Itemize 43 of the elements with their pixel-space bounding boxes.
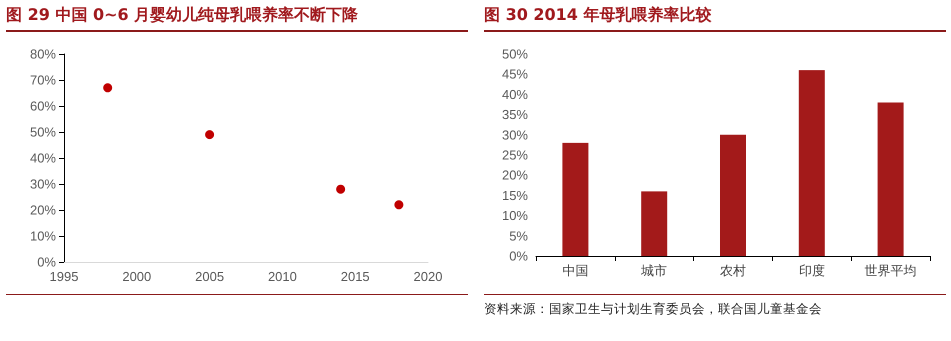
chart-title: 图 29 中国 0~6 月婴幼儿纯母乳喂养率不断下降 (6, 0, 468, 32)
y-tick-label: 25% (502, 148, 528, 162)
x-tick-label: 2010 (268, 269, 297, 284)
y-tick-label: 10% (502, 208, 528, 224)
y-tick-label: 0% (37, 254, 56, 270)
y-tick-label: 0% (509, 248, 528, 264)
bar (878, 102, 904, 256)
x-tick-label: 城市 (640, 263, 668, 278)
y-tick-label: 40% (30, 150, 56, 166)
y-tick-label: 20% (502, 168, 528, 183)
y-tick-label: 35% (502, 107, 528, 122)
point (394, 200, 404, 210)
x-tick-label: 农村 (720, 263, 746, 278)
bar (720, 134, 746, 256)
x-tick-label: 2000 (122, 269, 152, 284)
x-tick-label: 2015 (340, 269, 370, 284)
point (336, 184, 346, 194)
y-tick-label: 50% (502, 46, 528, 62)
y-tick-label: 30% (502, 127, 528, 142)
x-tick-label: 世界平均 (864, 263, 917, 278)
text: 资料来源：国家卫生与计划生育委员会，联合国儿童基金会 (484, 294, 946, 325)
x-tick-label: 印度 (798, 263, 825, 278)
point (103, 83, 112, 92)
x-tick-label: 中国 (562, 263, 588, 278)
y-tick-label: 5% (509, 228, 528, 244)
x-tick-label: 2005 (195, 269, 224, 284)
y-tick-label: 50% (30, 124, 56, 140)
point (205, 130, 214, 140)
y-tick-label: 60% (30, 98, 56, 114)
y-tick-label: 40% (502, 86, 528, 102)
y-tick-label: 30% (30, 176, 56, 192)
bar (562, 142, 588, 256)
bar (798, 70, 825, 256)
x-tick-label: 1995 (50, 269, 78, 284)
y-tick-label: 10% (30, 228, 56, 244)
y-tick-label: 15% (502, 188, 528, 203)
y-tick-label: 70% (30, 72, 56, 88)
y-tick-label: 45% (502, 66, 528, 82)
x-tick-label: 2020 (414, 269, 442, 284)
chart-title: 图 30 2014 年母乳喂养率比较 (484, 0, 946, 32)
y-tick-label: 20% (30, 202, 56, 218)
bar (641, 191, 668, 256)
y-tick-label: 80% (30, 46, 56, 62)
